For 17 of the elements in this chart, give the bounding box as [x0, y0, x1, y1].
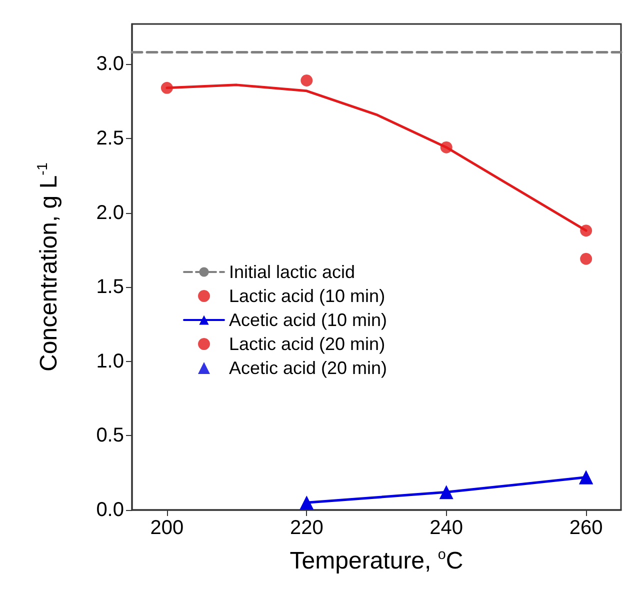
y-tick-label: 2.5: [96, 127, 124, 150]
x-tick-label: 200: [150, 517, 184, 539]
y-axis-title: Concentration, g L-1: [35, 162, 62, 372]
legend-label: Initial lactic acid: [229, 262, 356, 282]
y-tick-label: 3.0: [96, 53, 124, 76]
y-tick-label: 0.5: [96, 424, 124, 447]
legend-label: Acetic acid (10 min): [229, 310, 388, 330]
legend-label: Lactic acid (10 min): [229, 286, 386, 306]
y-tick-label: 1.0: [96, 350, 124, 372]
x-tick-label: 260: [569, 517, 603, 539]
legend-label: Acetic acid (20 min): [229, 358, 388, 378]
x-tick-label: 220: [290, 517, 324, 539]
legend-label: Lactic acid (20 min): [229, 334, 386, 354]
y-tick-label: 2.0: [96, 202, 124, 224]
x-tick-label: 240: [430, 517, 464, 539]
y-tick-label: 0.0: [96, 499, 124, 521]
y-tick-label: 1.5: [96, 276, 124, 298]
